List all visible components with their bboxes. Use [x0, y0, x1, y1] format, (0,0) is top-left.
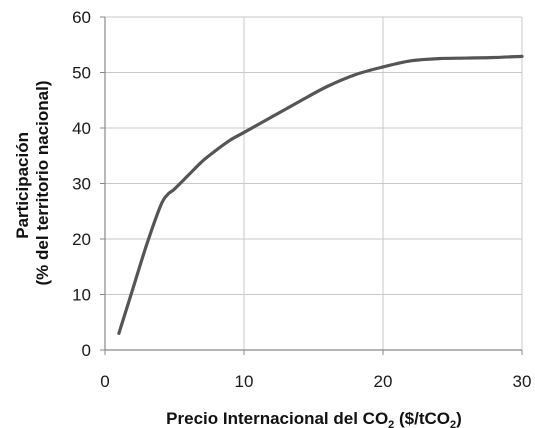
axes: [100, 16, 523, 355]
y-axis-title-line1: Participación: [13, 132, 32, 239]
x-tick-labels: 0 10 20 30: [100, 372, 531, 391]
x-tick-label: 0: [100, 372, 109, 391]
y-axis-title: Participación (% del territorio nacional…: [13, 81, 52, 286]
series-line: [117, 54, 524, 335]
x-tick-label: 30: [513, 372, 532, 391]
x-axis-title: Precio Internacional del CO2 ($/tCO2): [166, 409, 462, 428]
y-tick-label: 10: [72, 286, 91, 305]
x-tick-label: 10: [235, 372, 254, 391]
y-tick-label: 40: [72, 119, 91, 138]
gridlines: [105, 16, 523, 350]
y-axis-title-line2: (% del territorio nacional): [33, 81, 52, 286]
y-tick-label: 30: [72, 175, 91, 194]
y-tick-label: 0: [82, 341, 91, 360]
series-layer: [117, 54, 524, 335]
y-tick-label: 20: [72, 230, 91, 249]
y-tick-labels: 0 10 20 30 40 50 60: [72, 8, 91, 360]
y-tick-label: 50: [72, 64, 91, 83]
y-tick-label: 60: [72, 8, 91, 27]
x-tick-label: 20: [374, 372, 393, 391]
